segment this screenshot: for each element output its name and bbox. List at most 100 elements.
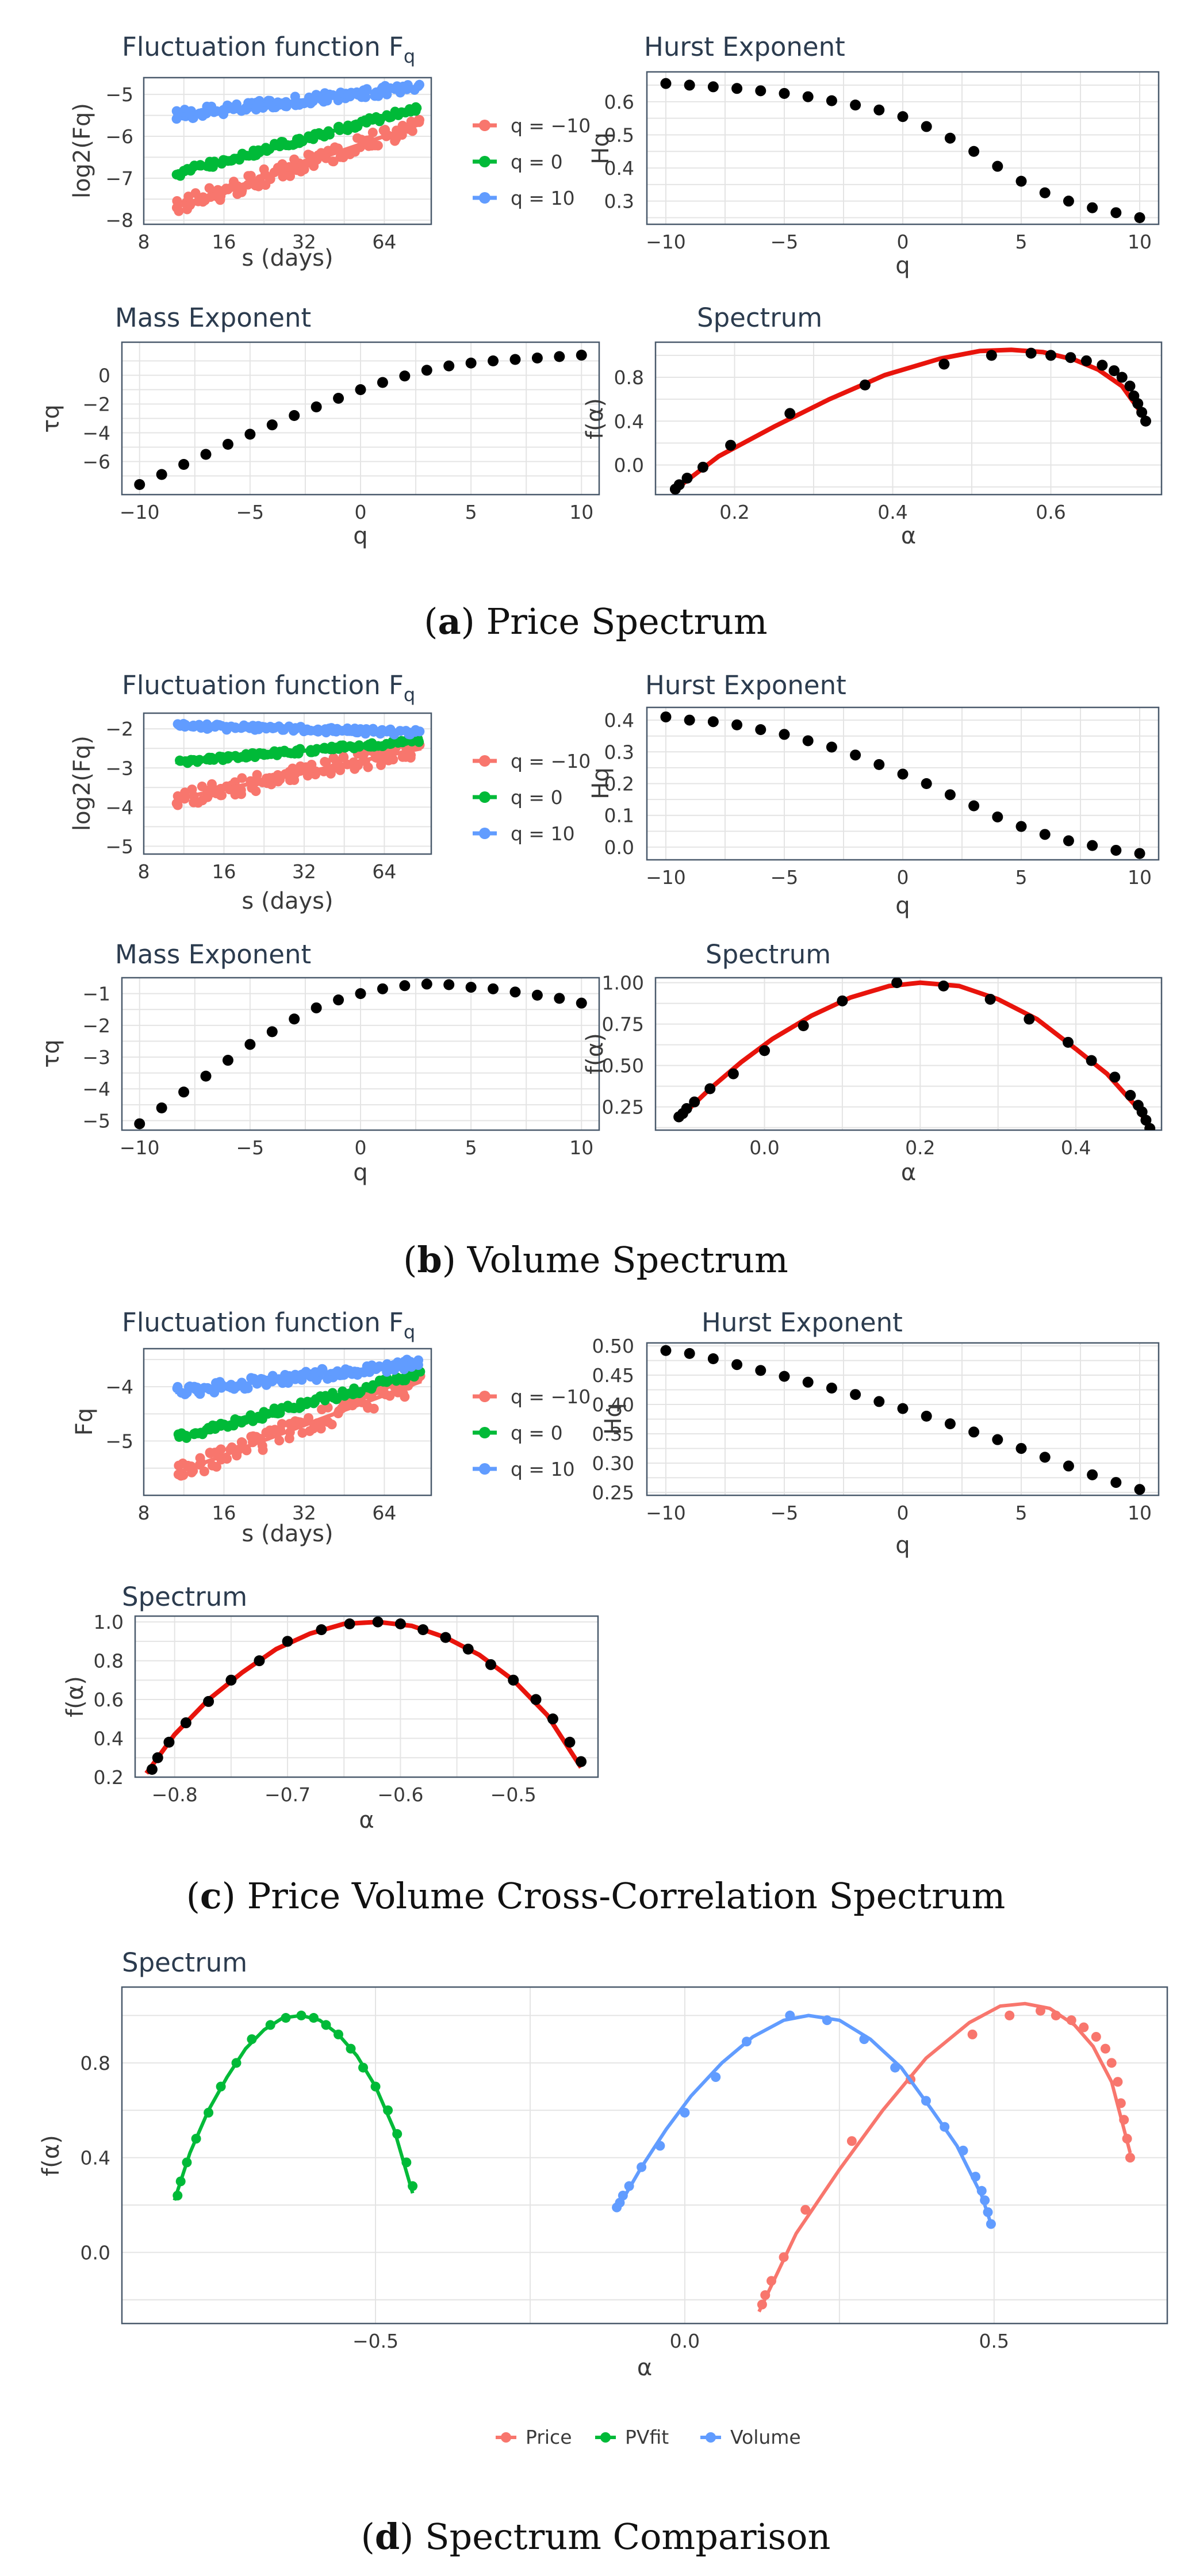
data-point [246,1373,256,1383]
data-point [440,1632,451,1643]
x-tick-label: 0.5 [979,2330,1009,2352]
legend-key-dot [600,2432,611,2443]
data-point [408,2181,418,2191]
data-point [755,724,766,736]
data-point [204,2107,214,2118]
data-point [873,104,885,116]
plot-area [134,978,587,1130]
data-point [304,1413,314,1423]
plot-frame [121,341,600,496]
data-point [1087,202,1098,213]
trend-line [175,724,421,735]
x-axis-label: s (days) [242,245,333,271]
gridlines [647,1343,1159,1495]
plot-frame [646,706,1160,861]
legend-key-dot [479,755,490,767]
x-tick-label: 8 [138,231,150,253]
data-point [372,1616,384,1628]
y-tick-label: 0.2 [94,1766,124,1789]
legend: q = −10 q = 0 q = 10 [473,114,591,209]
x-tick-label: −0.5 [352,2330,398,2352]
x-tick-label: 64 [372,231,396,253]
legend-label: q = 10 [511,187,575,209]
legend-label: q = 0 [511,151,563,173]
y-tick-label: −6 [105,125,133,148]
data-point [172,196,182,206]
data-point [509,986,521,998]
data-point [1134,848,1145,859]
data-point [289,154,300,164]
data-point [222,1055,233,1066]
y-tick-label: −4 [105,1376,133,1398]
data-point [576,997,587,1009]
data-point [346,2043,356,2054]
legend-key-dot [479,1427,490,1438]
data-point [986,2219,996,2229]
data-point [1065,352,1076,363]
data-point [757,2299,767,2310]
y-tick-label: 0.4 [94,1728,124,1750]
x-tick-label: 16 [212,231,236,253]
chart-title: Hurst Exponent [645,670,846,701]
data-point [846,2136,857,2146]
fit-curve [173,2014,415,2201]
data-point [321,2020,331,2030]
data-point [921,778,932,789]
x-tick-label: 0.6 [1036,501,1065,523]
data-point [1136,1106,1148,1117]
x-axis-label: s (days) [242,1521,333,1547]
data-point [333,393,344,404]
data-point [968,146,980,157]
data-point [244,428,256,440]
y-tick-label: −6 [82,451,110,473]
legend-key-dot [479,1463,490,1475]
data-point [938,358,950,370]
fit-curve [677,980,1152,1130]
data-point [689,1096,700,1108]
data-point [967,2029,978,2039]
chart-title: Spectrum [122,1582,247,1612]
data-point [200,1070,212,1082]
caption-b: (b) Volume Spectrum [403,1239,788,1281]
y-tick-label: 0.4 [81,2147,110,2169]
data-point [1015,175,1027,187]
data-point [308,1423,319,1434]
data-point [254,181,264,192]
data-point [837,995,848,1006]
data-point [800,2204,811,2215]
data-point [204,183,214,193]
gridlines [122,978,599,1130]
data-point [681,472,693,484]
data-point [1109,1071,1121,1083]
data-point [1066,2015,1076,2026]
plot-area [134,350,587,490]
data-point [1015,1442,1027,1454]
x-tick-label: 10 [569,501,593,523]
y-tick-label: 0.40 [592,1394,634,1416]
y-axis-label: Hq [600,1403,627,1434]
legend-label: PVfit [625,2426,669,2448]
data-point [1109,365,1120,377]
y-tick-label: −4 [82,422,110,445]
data-point [274,1436,285,1446]
data-point [394,1618,406,1629]
data-point [350,147,360,157]
x-tick-label: 5 [1015,231,1028,253]
data-point [355,384,366,395]
series-q = 10 [171,79,424,124]
plot-area [660,711,1145,859]
data-point [465,982,477,993]
data-point [760,2290,771,2301]
trend-line [175,1360,421,1395]
gridlines [122,1987,1167,2324]
chart-title-subscript: q [404,684,415,706]
plot-frame [143,76,432,225]
y-tick-label: −2 [82,393,110,416]
data-point [258,1445,268,1455]
x-axis-label: q [895,893,910,919]
x-tick-label: 5 [465,1136,477,1159]
data-point [334,2029,344,2039]
plot-frame [654,977,1163,1131]
plot-area [673,978,1156,1130]
y-tick-label: 0.0 [81,2241,110,2264]
